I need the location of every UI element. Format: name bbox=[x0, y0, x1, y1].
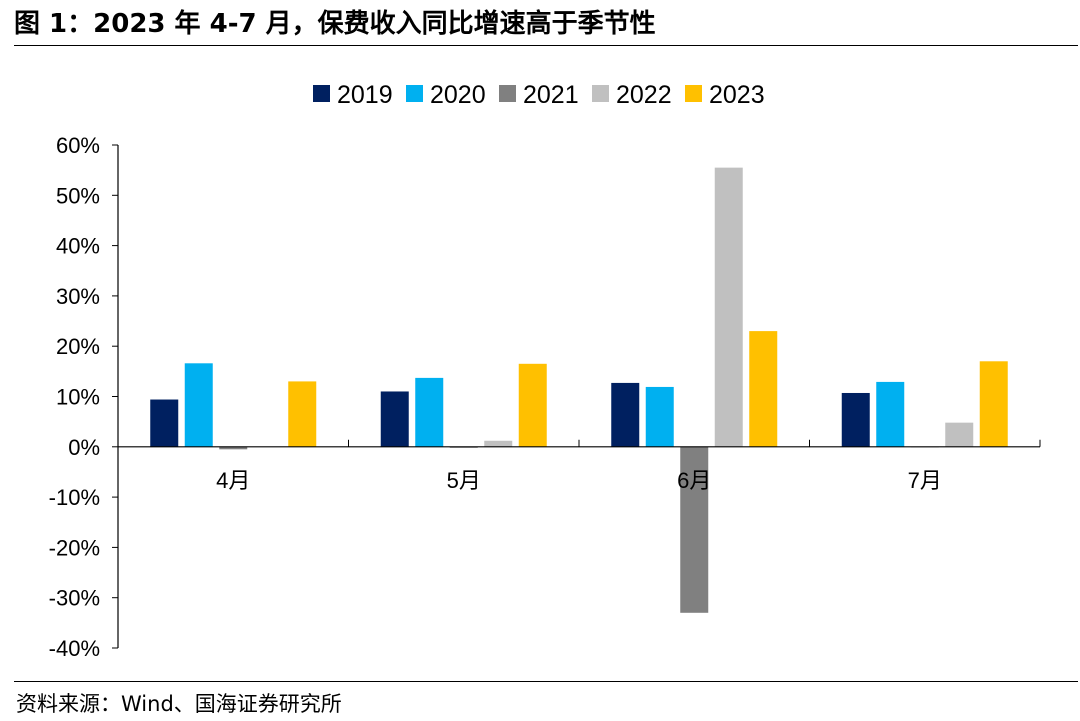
x-tick-label: 4月 bbox=[216, 468, 250, 493]
bar-2022-7月 bbox=[945, 422, 974, 447]
bar-2019-4月 bbox=[150, 399, 179, 447]
legend-swatch bbox=[313, 85, 330, 102]
x-axis-labels: 4月 5月 6月 7月 bbox=[216, 468, 942, 493]
bar-2019-7月 bbox=[841, 392, 870, 447]
legend-label: 2022 bbox=[616, 81, 672, 109]
bar-2023-4月 bbox=[288, 381, 317, 447]
y-tick-label: 0% bbox=[68, 435, 100, 460]
y-tick-label: -40% bbox=[49, 636, 100, 661]
legend-label: 2023 bbox=[709, 81, 765, 109]
legend-label: 2019 bbox=[337, 81, 393, 109]
bar-2022-6月 bbox=[714, 167, 743, 447]
chart-legend: 2019 2020 2021 2022 2023 bbox=[313, 81, 765, 109]
chart-bars bbox=[150, 167, 1008, 613]
bar-2021-4月 bbox=[219, 446, 248, 450]
legend-swatch bbox=[592, 85, 609, 102]
bar-2023-5月 bbox=[518, 363, 547, 447]
bar-2021-6月 bbox=[680, 446, 709, 613]
bar-2020-5月 bbox=[415, 377, 444, 447]
x-tick-label: 7月 bbox=[908, 468, 942, 493]
y-tick-label: -20% bbox=[49, 535, 100, 560]
y-axis-ticks: 60% 50% 40% 30% 20% 10% 0% -10% -20% -30% -40% bbox=[49, 133, 118, 661]
legend-item: 2019 bbox=[313, 81, 393, 109]
legend-item: 2021 bbox=[499, 81, 579, 109]
bar-2019-5月 bbox=[380, 391, 409, 447]
legend-label: 2021 bbox=[523, 81, 579, 109]
bar-2023-7月 bbox=[979, 361, 1008, 447]
source-note: 资料来源：Wind、国海证券研究所 bbox=[16, 692, 342, 716]
legend-item: 2020 bbox=[406, 81, 486, 109]
y-tick-label: 30% bbox=[56, 284, 100, 309]
legend-item: 2022 bbox=[592, 81, 672, 109]
chart-axes bbox=[117, 145, 1041, 648]
legend-item: 2023 bbox=[685, 81, 765, 109]
y-tick-label: 50% bbox=[56, 183, 100, 208]
bar-2022-5月 bbox=[484, 440, 513, 447]
y-tick-label: 10% bbox=[56, 385, 100, 410]
y-tick-label: -30% bbox=[49, 586, 100, 611]
title-rule bbox=[14, 45, 1078, 46]
bar-2023-6月 bbox=[749, 331, 778, 447]
bar-2019-6月 bbox=[611, 382, 640, 447]
bar-2020-6月 bbox=[645, 386, 674, 447]
x-tick-label: 6月 bbox=[677, 468, 711, 493]
figure-title: 图 1：2023 年 4-7 月，保费收入同比增速高于季节性 bbox=[14, 9, 656, 39]
legend-swatch bbox=[499, 85, 516, 102]
y-tick-label: 20% bbox=[56, 334, 100, 359]
y-tick-label: 60% bbox=[56, 133, 100, 158]
legend-swatch bbox=[685, 85, 702, 102]
bar-2020-7月 bbox=[876, 381, 905, 447]
source-rule bbox=[14, 681, 1078, 682]
legend-swatch bbox=[406, 85, 423, 102]
y-tick-label: 40% bbox=[56, 234, 100, 259]
y-tick-label: -10% bbox=[49, 485, 100, 510]
bar-2020-4月 bbox=[184, 363, 213, 447]
x-tick-label: 5月 bbox=[447, 468, 481, 493]
legend-label: 2020 bbox=[430, 81, 486, 109]
